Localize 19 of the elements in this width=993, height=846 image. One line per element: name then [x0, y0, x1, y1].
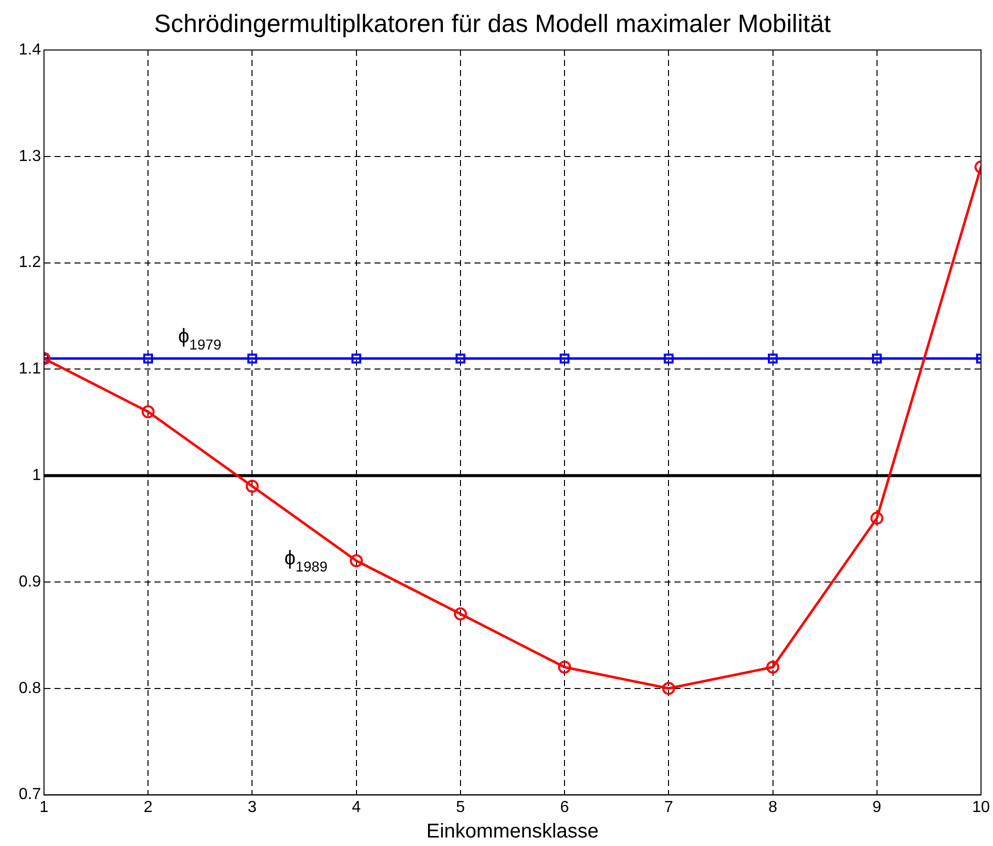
y-tick-label: 1.2 — [18, 254, 42, 272]
y-tick-label: 0.8 — [18, 680, 42, 697]
x-tick-label: 8 — [768, 798, 778, 816]
chart-title: Schrödingermultiplkatoren für das Modell maximaler Mobilität — [154, 10, 831, 38]
x-tick-label: 7 — [664, 798, 674, 816]
x-tick-label: 9 — [872, 798, 882, 816]
y-tick-label: 0.9 — [18, 573, 42, 590]
x-axis-title: Einkommensklasse — [426, 820, 599, 843]
y-tick-label: 1.3 — [18, 148, 42, 165]
x-tick-label: 2 — [144, 798, 153, 816]
x-tick-label: 6 — [560, 798, 570, 816]
x-tick-label: 4 — [352, 798, 361, 816]
x-tick-label: 10 — [972, 798, 990, 816]
y-tick-label: 1.4 — [18, 41, 42, 58]
x-tick-label: 5 — [456, 798, 465, 816]
y-tick-label: 1 — [32, 467, 42, 484]
y-tick-label: 1.1 — [18, 360, 42, 378]
x-tick-label: 3 — [248, 798, 257, 816]
y-tick-label: 0.7 — [18, 786, 42, 804]
